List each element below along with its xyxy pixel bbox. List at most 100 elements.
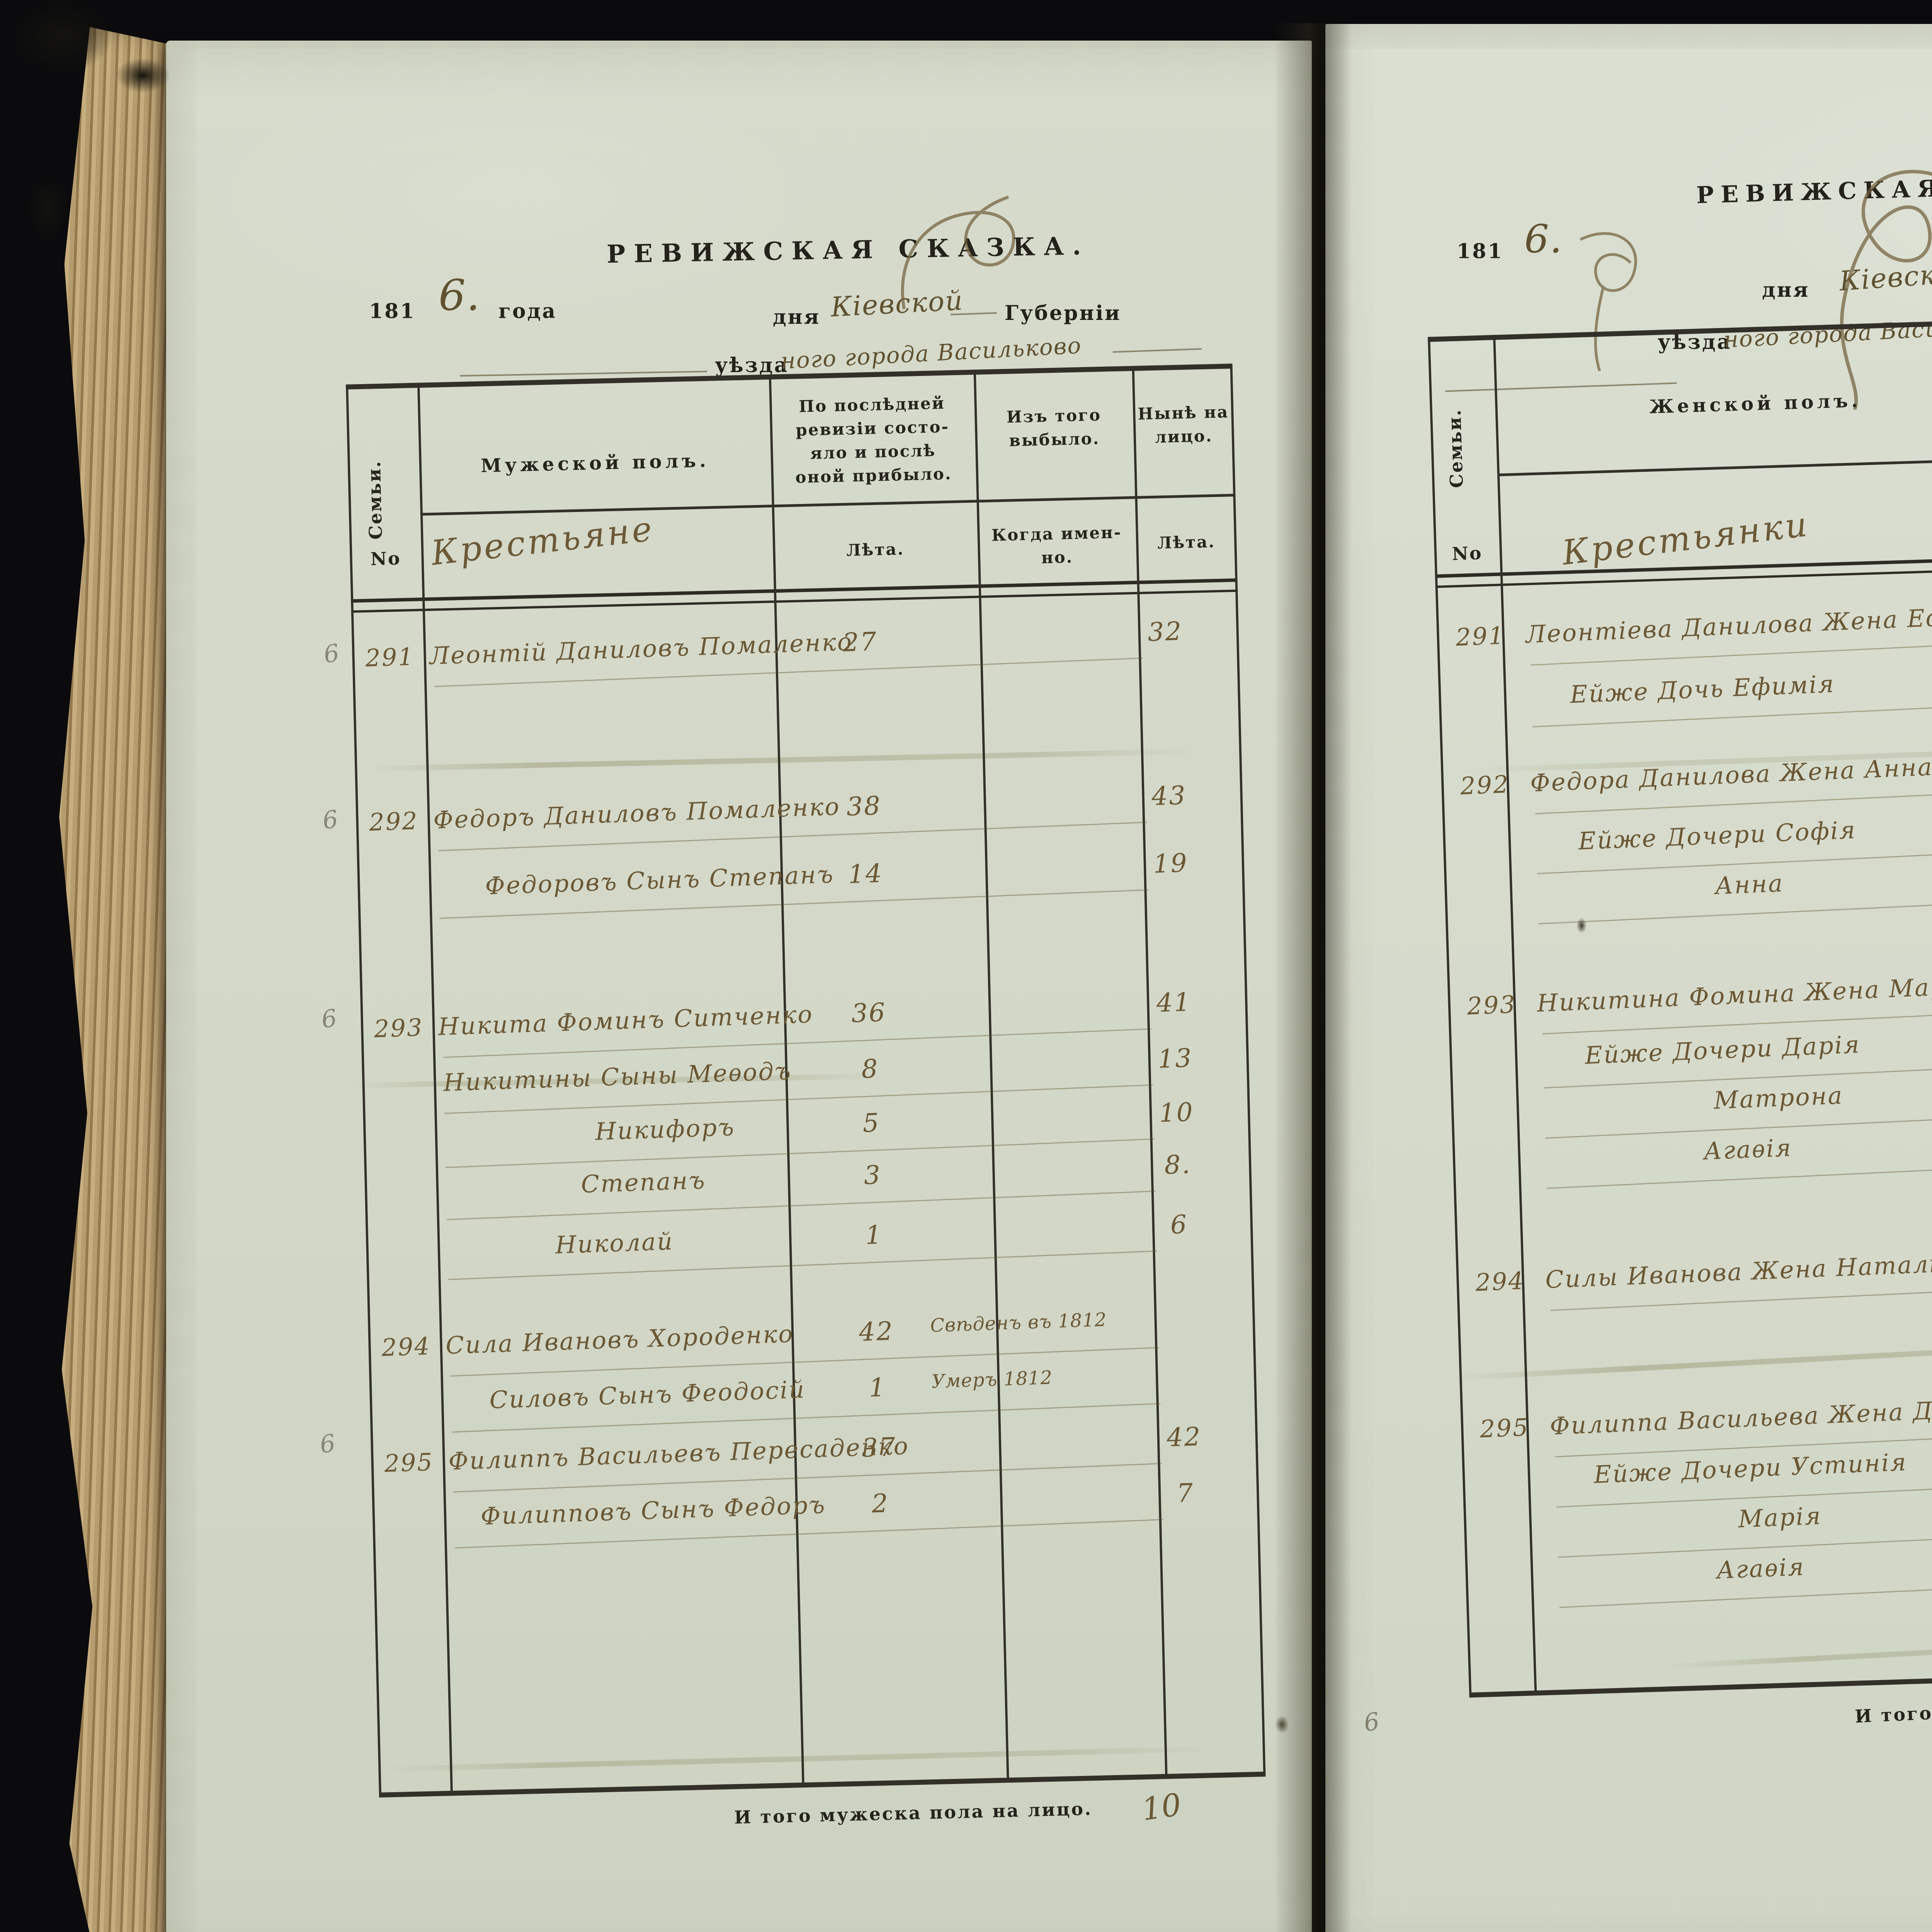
table-row: 292 Федора Данилова Жена Анна 39: [1460, 736, 1932, 820]
left-year-printed: 181: [369, 299, 416, 323]
entry-name: Сила Ивановъ Хороденко: [445, 1319, 794, 1360]
entry-age-previous: 1: [868, 1372, 887, 1403]
entry-age-previous: 8: [861, 1054, 879, 1084]
entry-age-previous: 36: [851, 997, 887, 1029]
entry-age-now: 19: [1153, 848, 1189, 879]
entry-age-now: 32: [1147, 616, 1183, 647]
subheader-years: Лѣта.: [1157, 532, 1216, 553]
entry-age-previous: 2: [871, 1488, 890, 1519]
left-province-word: Губерніи: [1005, 301, 1121, 325]
left-page: [166, 41, 1312, 1932]
entry-age-now: [1136, 1305, 1225, 1308]
left-uyezd-word: уѣзда: [715, 354, 789, 377]
entry-age-now: 10: [1158, 1097, 1194, 1128]
left-table: Семьи. Мужеской полъ. По послѣдней ревиз…: [346, 363, 1266, 1798]
left-day-word: дня: [773, 305, 821, 329]
entry-age-previous: 27: [842, 626, 878, 658]
entry-age-previous: 3: [863, 1160, 882, 1190]
subheader-peasants-hand: Крестьяне: [429, 509, 656, 573]
column-header-family: Семьи.: [1444, 408, 1467, 488]
table-row: 293 Никитина Фомина Жена Марія 37: [1466, 956, 1932, 1039]
ink-flourish: [901, 196, 1015, 310]
ink-speck: [1275, 1716, 1289, 1733]
entry-name: Федоровъ Сынъ Степанъ: [485, 860, 835, 900]
left-total-value: 10: [1139, 1786, 1184, 1828]
entry-name: Ейже Дочери Дарія: [1584, 1030, 1861, 1070]
entry-name: Николай: [555, 1227, 674, 1259]
table-row: Федоровъ Сынъ Степанъ 14 19: [434, 846, 1245, 924]
entry-name: Степанъ: [580, 1166, 706, 1199]
ink-stain: [27, 178, 70, 240]
entry-age-previous: 5: [862, 1108, 881, 1138]
column-header-now-present: Нынѣ на лицо.: [1137, 402, 1229, 447]
subheader-years: Лѣта.: [846, 539, 905, 560]
table-line: [1497, 448, 1932, 476]
entry-name: Силы Иванова Жена Наталія свѣдена: [1544, 1244, 1932, 1294]
entry-age-previous: 38: [846, 791, 882, 822]
entry-age-previous: 37: [861, 1432, 897, 1463]
left-year-hand: 6.: [439, 270, 481, 320]
book-gutter-shadow: [1274, 23, 1352, 1932]
column-header-departed: Изъ того выбыло.: [1006, 405, 1102, 450]
entry-name: Леонтіева Данилова Жена Ефимія: [1525, 600, 1932, 649]
ink-stain: [116, 58, 170, 93]
entry-name: Марія: [1738, 1502, 1822, 1533]
table-row: 294 Силы Иванова Жена Наталія свѣдена Съ…: [1475, 1231, 1932, 1316]
entry-age-previous: 42: [858, 1316, 895, 1347]
subheader-peasant-women-hand: Крестьянки: [1560, 504, 1811, 573]
entry-age-now: 42: [1166, 1422, 1202, 1453]
entry-name: Никифоръ: [595, 1112, 736, 1146]
entry-number: 293: [373, 1013, 424, 1043]
entry-age-now: 43: [1151, 780, 1187, 811]
entry-name: Анна: [1714, 869, 1784, 900]
ink-stain: [12, 0, 112, 73]
right-day-word: дня: [1762, 278, 1810, 302]
entry-number: 291: [365, 642, 415, 672]
table-row: 292 Федоръ Даниловъ Помаленко 38 43: [369, 779, 1243, 856]
subheader-number: No: [370, 548, 401, 570]
table-line: [420, 493, 1236, 516]
entry-age-now: 7: [1176, 1478, 1195, 1509]
table-row: 291 Леонтіева Данилова Жена Ефимія 27: [1455, 587, 1932, 671]
entry-name: Ейже Дочери Софія: [1578, 815, 1857, 855]
entry-name: Ейже Дочь Ефимія: [1569, 669, 1835, 709]
left-year-word: года: [498, 299, 557, 323]
entry-age-now: [1138, 1361, 1227, 1364]
column-header-male-sex: Мужеской полъ.: [480, 449, 710, 477]
entry-name: Филипповъ Сынъ Федоръ: [480, 1490, 827, 1531]
entry-name: Леонтій Даниловъ Помаленко: [429, 627, 854, 670]
entry-number: 294: [381, 1332, 431, 1362]
right-table: Семьи. Женской полъ. Во временной отлучк…: [1428, 309, 1932, 1698]
entry-age-now: 41: [1156, 987, 1192, 1018]
entry-name: Филиппа Васильева Жена Домникія: [1549, 1392, 1932, 1440]
entry-departure-note: Свѣденъ въ 1812: [930, 1309, 1107, 1337]
ink-flourish: [1840, 170, 1932, 410]
entry-age-now: 6: [1170, 1209, 1189, 1240]
entry-name: Агаѳія: [1703, 1133, 1793, 1165]
column-header-female-sex: Женской полъ.: [1649, 389, 1862, 418]
entry-age-now: 13: [1157, 1043, 1193, 1074]
entry-age-previous: 14: [847, 858, 884, 889]
table-line: [351, 578, 1238, 613]
subheader-when-exactly: Когда имен- но.: [991, 522, 1122, 567]
entry-departure-note: [913, 618, 1130, 625]
entry-number: 295: [384, 1447, 434, 1478]
entry-age-now: 8.: [1164, 1149, 1192, 1180]
right-year-printed: 181: [1457, 240, 1503, 263]
entry-name: Матрона: [1713, 1081, 1844, 1115]
entry-name: Силовъ Сынъ Феодосій: [489, 1375, 806, 1414]
book-left-page-stack-edge: [59, 27, 182, 1932]
column-header-previous-revision: По послѣдней ревизіи состо- яло и послѣ …: [795, 393, 952, 487]
entry-name: Никитины Сыны Меѳодъ: [443, 1056, 793, 1097]
entry-name: Никитина Фомина Жена Марія: [1536, 971, 1932, 1018]
entry-name: Агаѳія: [1716, 1552, 1806, 1585]
entry-name: Никита Фоминъ Ситченко: [437, 1000, 814, 1041]
ink-speck: [1577, 918, 1587, 933]
entry-number: 295: [1479, 1413, 1530, 1444]
subheader-number: No: [1451, 542, 1483, 565]
entry-number: 292: [1459, 770, 1510, 800]
entry-name: Федора Данилова Жена Анна: [1529, 752, 1932, 798]
entry-number: 293: [1466, 990, 1517, 1020]
entry-number: 292: [369, 806, 419, 837]
